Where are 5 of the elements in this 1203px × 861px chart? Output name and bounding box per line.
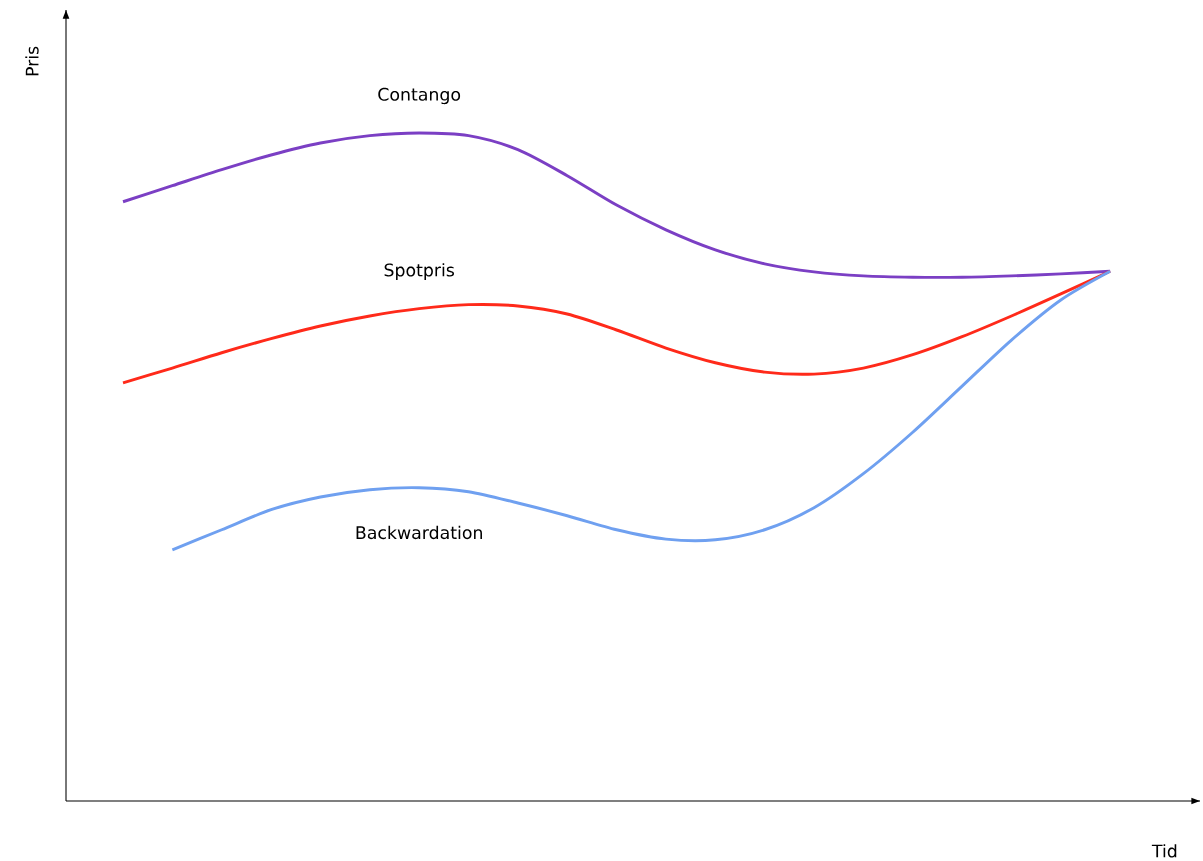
series-label: Spotpris [384, 263, 455, 280]
y-axis-title: Pris [25, 46, 39, 76]
series-label: Backwardation [356, 525, 482, 540]
x-axis-title: Tid [1151, 844, 1177, 858]
series-label: Contango [378, 87, 461, 105]
